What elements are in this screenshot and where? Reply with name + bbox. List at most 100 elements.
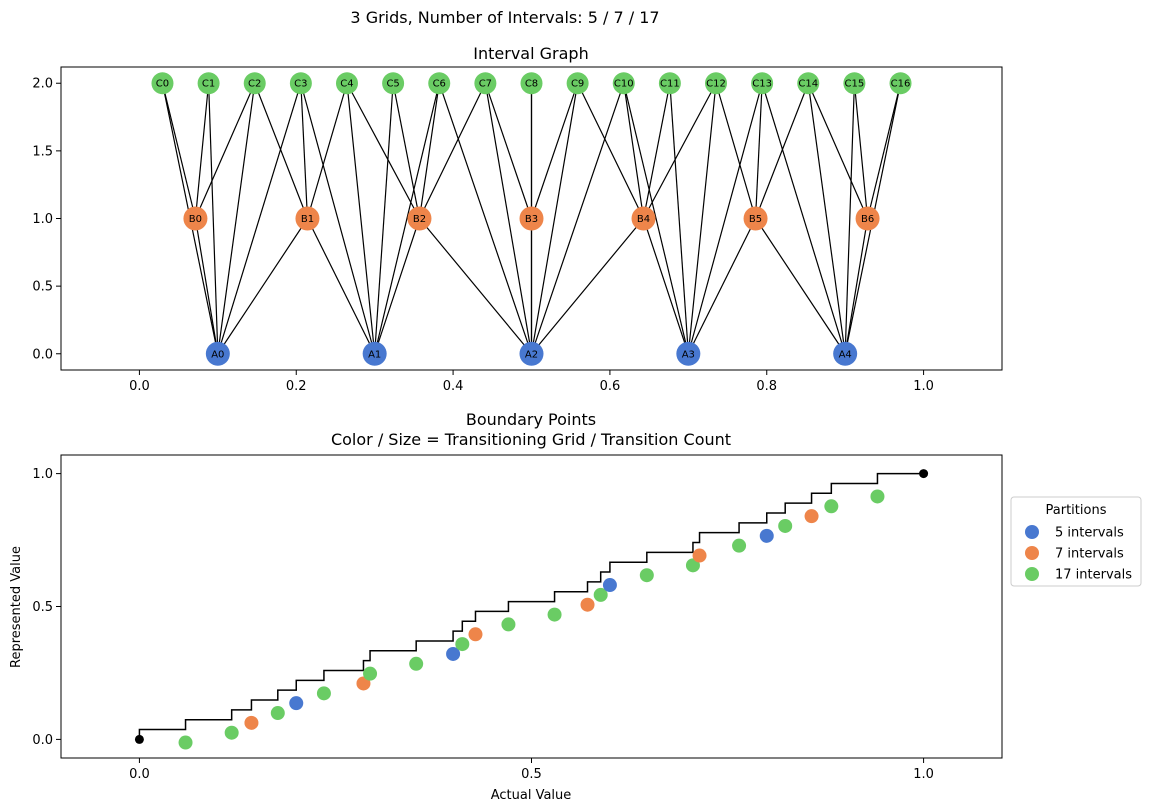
edge-B2-C7 bbox=[418, 82, 486, 219]
boundary-point bbox=[778, 518, 793, 533]
boundary-points-panel: Boundary Points Color / Size = Transition… bbox=[9, 410, 1003, 803]
boundary-point bbox=[363, 666, 378, 681]
edge-A3-C10 bbox=[623, 83, 689, 354]
edge-A4-C14 bbox=[807, 83, 846, 354]
boundary-points-frame bbox=[60, 454, 1003, 759]
node-C15: C15 bbox=[843, 72, 866, 95]
node-label-C15: C15 bbox=[845, 79, 865, 90]
edge-B5-C13 bbox=[754, 83, 763, 219]
edge-A1-C6 bbox=[374, 83, 440, 354]
xtick-label: 1.0 bbox=[913, 767, 934, 782]
node-C0: C0 bbox=[151, 72, 174, 95]
boundary-point bbox=[468, 627, 483, 642]
endpoint bbox=[134, 734, 144, 744]
boundary-point bbox=[270, 706, 285, 721]
xtick-label: 0.0 bbox=[129, 379, 150, 394]
edge-A3-C13 bbox=[687, 83, 763, 354]
node-label-C14: C14 bbox=[798, 79, 818, 90]
edge-B1-C4 bbox=[306, 83, 348, 219]
boundary-point bbox=[224, 725, 239, 740]
graph-edges bbox=[161, 82, 902, 355]
node-A2: A2 bbox=[519, 341, 544, 366]
node-C5: C5 bbox=[382, 72, 405, 95]
node-circle-A1 bbox=[362, 341, 387, 366]
boundary-point bbox=[455, 637, 470, 652]
x-axis-label: Actual Value bbox=[491, 788, 572, 803]
edge-B6-C16 bbox=[866, 83, 902, 219]
interval-graph-yticks: 0.0 0.5 1.0 1.5 2.0 bbox=[32, 77, 61, 362]
node-B5: B5 bbox=[743, 206, 768, 231]
ytick-label: 1.5 bbox=[32, 144, 53, 159]
ytick-label: 1.0 bbox=[32, 467, 53, 482]
legend-item: 5 intervals bbox=[1025, 525, 1124, 541]
node-C16: C16 bbox=[889, 72, 912, 95]
edge-B5-C14 bbox=[754, 83, 809, 219]
boundary-point bbox=[446, 646, 461, 661]
boundary-point bbox=[289, 696, 304, 711]
node-circle-C10 bbox=[612, 72, 635, 95]
node-circle-C6 bbox=[428, 72, 451, 95]
node-A3: A3 bbox=[676, 341, 701, 366]
endpoint bbox=[919, 469, 929, 479]
node-circle-C11 bbox=[658, 72, 681, 95]
legend-frame bbox=[1010, 496, 1142, 587]
edge-B4-C10 bbox=[623, 83, 645, 219]
legend-marker bbox=[1025, 525, 1039, 539]
edge-A0-C3 bbox=[217, 83, 302, 354]
node-label-C2: C2 bbox=[248, 79, 261, 90]
edge-B4-C9 bbox=[577, 82, 645, 219]
edge-A4-B5 bbox=[755, 218, 846, 355]
edge-B6-C14 bbox=[807, 82, 869, 219]
legend-title: Partitions bbox=[1046, 503, 1107, 518]
ytick-label: 0.0 bbox=[32, 733, 53, 748]
node-C7: C7 bbox=[474, 72, 497, 95]
node-circle-C2 bbox=[243, 72, 266, 95]
edge-B1-C3 bbox=[300, 83, 309, 219]
edge-A4-B6 bbox=[844, 218, 869, 354]
xtick-label: 0.4 bbox=[443, 379, 464, 394]
edge-A1-C4 bbox=[346, 83, 376, 354]
edge-A3-B5 bbox=[687, 218, 757, 355]
node-C11: C11 bbox=[658, 72, 681, 95]
node-C1: C1 bbox=[197, 72, 220, 95]
node-label-C10: C10 bbox=[614, 79, 634, 90]
step-path bbox=[138, 472, 924, 740]
xtick-label: 1.0 bbox=[913, 379, 934, 394]
edge-A2-C10 bbox=[530, 83, 625, 354]
title-line: Boundary Points bbox=[466, 410, 596, 429]
node-circle-C13 bbox=[751, 72, 774, 95]
boundary-point bbox=[685, 558, 700, 573]
edge-A2-C7 bbox=[484, 83, 533, 354]
boundary-points bbox=[134, 469, 929, 750]
node-circle-B3 bbox=[519, 206, 544, 231]
node-label-C13: C13 bbox=[752, 79, 772, 90]
ytick-label: 2.0 bbox=[32, 77, 53, 92]
node-circle-A3 bbox=[676, 341, 701, 366]
edge-B4-C11 bbox=[642, 83, 671, 219]
edge-A2-C9 bbox=[530, 83, 579, 354]
xtick-label: 0.6 bbox=[600, 379, 621, 394]
legend-item: 17 intervals bbox=[1025, 567, 1132, 583]
node-label-A3: A3 bbox=[682, 349, 695, 360]
node-label-C8: C8 bbox=[525, 79, 538, 90]
node-label-B6: B6 bbox=[861, 214, 874, 225]
node-C6: C6 bbox=[428, 72, 451, 95]
node-label-C12: C12 bbox=[706, 79, 726, 90]
edge-A1-C3 bbox=[300, 83, 376, 354]
ytick-label: 1.0 bbox=[32, 212, 53, 227]
boundary-point bbox=[244, 715, 259, 730]
ytick-label: 0.5 bbox=[32, 280, 53, 295]
legend-label: 5 intervals bbox=[1055, 526, 1124, 541]
node-C13: C13 bbox=[751, 72, 774, 95]
node-circle-C5 bbox=[382, 72, 405, 95]
boundary-point bbox=[593, 587, 608, 602]
edge-B0-C1 bbox=[194, 83, 210, 219]
node-circle-C4 bbox=[335, 72, 358, 95]
node-circle-C1 bbox=[197, 72, 220, 95]
graph-nodes: A0 A1 A2 A3 A4 B0 B1 B2 B3 B4 B5 B6 C0 C1 C2 C3 C4 C5 C6 C7… bbox=[151, 72, 912, 366]
boundary-point bbox=[870, 489, 885, 504]
interval-graph-panel: Interval Graph A0 A1 A2 A3 A4 B0 B1 B2 B3 B4 B5 B6 C… bbox=[32, 44, 1003, 394]
edge-A3-C12 bbox=[687, 83, 717, 354]
node-circle-B1 bbox=[295, 206, 320, 231]
